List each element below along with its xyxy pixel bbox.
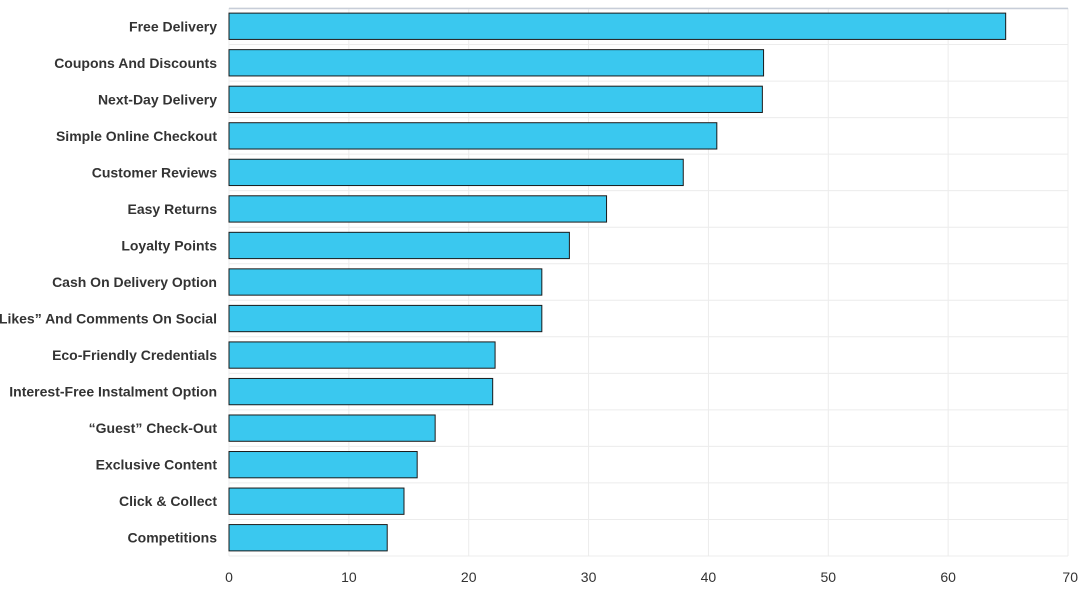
x-tick-labels: 0 10 20 30 40 50 60 70 [225, 569, 1078, 585]
bar [228, 231, 570, 260]
category-label: Free Delivery [129, 18, 217, 34]
bar [228, 268, 543, 296]
bar [228, 487, 405, 515]
bar [228, 414, 436, 442]
bar [228, 524, 388, 552]
bar [228, 49, 765, 77]
category-label: Cash On Delivery Option [52, 274, 217, 290]
bar [228, 122, 718, 150]
category-label: Customer Reviews [92, 164, 217, 180]
bar [228, 341, 496, 369]
bars [228, 12, 1007, 552]
category-label: Easy Returns [128, 201, 218, 217]
x-tick-label: 40 [701, 569, 717, 585]
category-label: Interest-Free Instalment Option [9, 384, 217, 400]
category-labels: Free Delivery Coupons And Discounts Next-D… [0, 18, 217, 545]
category-label: “Likes” And Comments On Social [0, 311, 217, 327]
x-tick-label: 70 [1062, 569, 1078, 585]
category-label: Next-Day Delivery [98, 91, 217, 107]
bar [228, 158, 684, 187]
x-tick-label: 0 [225, 569, 233, 585]
category-label: “Guest” Check-Out [89, 420, 218, 436]
bar [228, 85, 763, 113]
x-tick-label: 50 [820, 569, 836, 585]
category-label: Eco-Friendly Credentials [52, 347, 217, 363]
bar [228, 304, 543, 333]
category-label: Competitions [128, 530, 218, 546]
category-label: Loyalty Points [121, 237, 217, 253]
x-tick-label: 30 [581, 569, 597, 585]
x-tick-label: 10 [341, 569, 357, 585]
bar [228, 195, 608, 223]
bar [228, 12, 1007, 40]
x-tick-label: 60 [940, 569, 956, 585]
x-tick-label: 20 [461, 569, 477, 585]
bar [228, 377, 494, 406]
category-label: Coupons And Discounts [54, 55, 217, 71]
category-label: Simple Online Checkout [56, 128, 217, 144]
category-label: Click & Collect [119, 493, 217, 509]
category-label: Exclusive Content [96, 457, 218, 473]
bar [228, 451, 418, 479]
